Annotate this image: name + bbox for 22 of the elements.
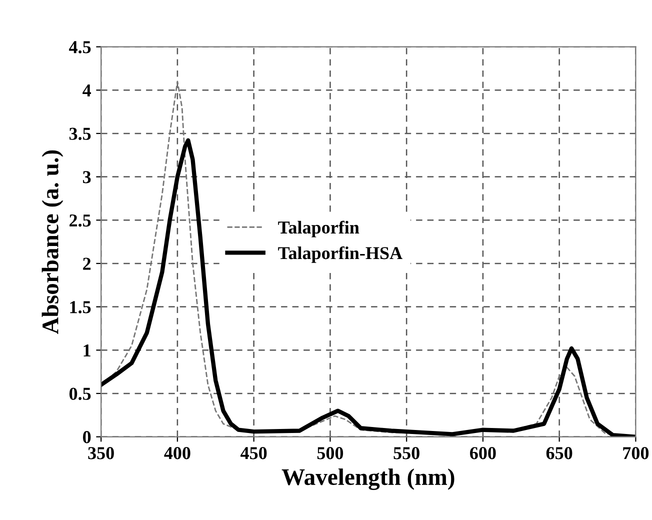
- y-tick-label: 1.5: [70, 301, 91, 314]
- y-tick-label: 0: [83, 431, 91, 444]
- y-tick-label: 2.5: [70, 214, 91, 227]
- y-tick-label: 0.5: [69, 388, 91, 400]
- legend-label: Talaporfin-HSA: [278, 246, 402, 263]
- y-tick-label: 3: [82, 171, 91, 184]
- y-tick-label: 1: [84, 344, 90, 356]
- x-tick-label: 500: [317, 447, 344, 460]
- x-tick-label: 350: [88, 447, 114, 460]
- x-tick-label: 650: [546, 447, 572, 460]
- x-tick-label: 450: [240, 447, 267, 460]
- x-tick-label: 600: [470, 447, 496, 460]
- x-tick-label: 700: [623, 447, 649, 460]
- x-tick-label: 400: [164, 447, 190, 460]
- y-tick-label: 4.5: [69, 41, 91, 54]
- y-tick-label: 3.5: [69, 128, 91, 140]
- x-tick-label: 550: [394, 447, 420, 460]
- y-tick-label: 2: [83, 258, 91, 270]
- legend-label: Talaporfin: [278, 220, 360, 238]
- x-axis-title: Wavelength (nm): [282, 468, 454, 490]
- y-tick-label: 4: [82, 84, 91, 96]
- y-axis-title: Absorbance (a. u.): [42, 150, 64, 334]
